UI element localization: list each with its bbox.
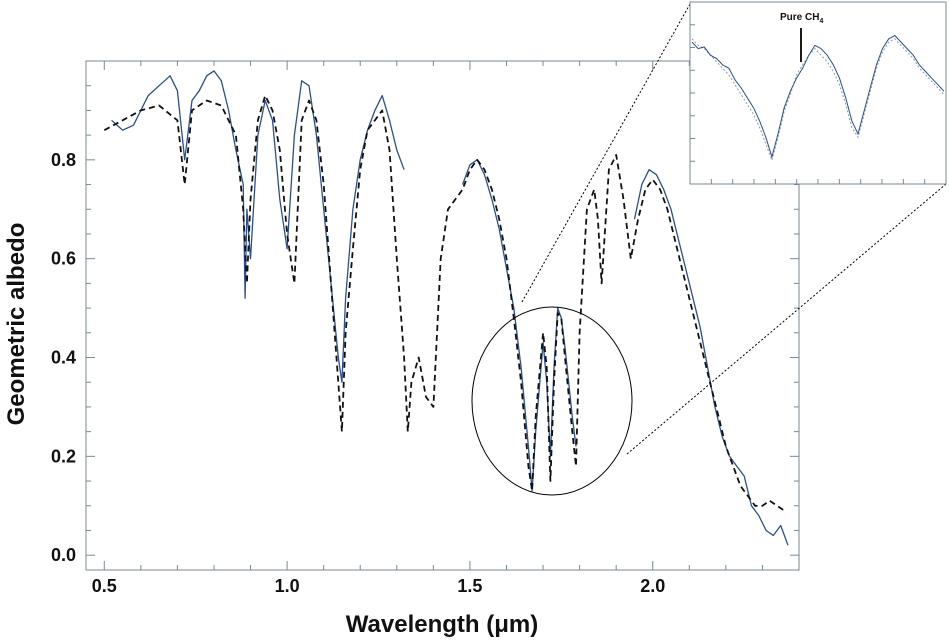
y-tick-labels: 0.0 0.2 0.4 0.6 0.8	[51, 150, 76, 565]
plot-frame	[85, 60, 800, 571]
inset-zoom-panel: Pure CH4	[689, 1, 947, 185]
x-tick-label: 1.5	[457, 576, 482, 596]
y-tick-label: 0.0	[51, 545, 76, 565]
zoom-leader-lower	[626, 183, 947, 455]
x-tick-label: 0.5	[92, 576, 117, 596]
inset-ticks	[689, 1, 947, 185]
inset-frame	[689, 1, 947, 185]
main-plot-area: 0.5 1.0 1.5 2.0 0.0 0.2 0.4 0.6 0.8	[51, 60, 800, 596]
observed-spectrum-line	[111, 70, 405, 383]
observed-spectrum-line	[461, 159, 577, 492]
y-tick-label: 0.6	[51, 249, 76, 269]
zoom-callout	[471, 3, 947, 496]
series-layer	[103, 70, 789, 546]
x-tick-label: 1.0	[275, 576, 300, 596]
x-tick-label: 2.0	[640, 576, 665, 596]
y-tick-label: 0.4	[51, 348, 76, 368]
pure-ch4-label: Pure CH4	[780, 12, 823, 25]
y-tick-label: 0.8	[51, 150, 76, 170]
model-spectrum-line	[103, 94, 785, 512]
y-tick-label: 0.2	[51, 446, 76, 466]
x-axis-title: Wavelength (μm)	[346, 611, 538, 638]
zoom-leader-upper	[521, 3, 691, 303]
inset-observed-line	[691, 34, 945, 159]
y-axis-title: Geometric albedo	[3, 223, 30, 426]
observed-spectrum-line	[633, 169, 789, 546]
inset-series	[691, 34, 945, 162]
x-tick-labels: 0.5 1.0 1.5 2.0	[92, 576, 665, 596]
inset-model-line	[691, 38, 945, 162]
zoom-circle	[471, 306, 633, 496]
